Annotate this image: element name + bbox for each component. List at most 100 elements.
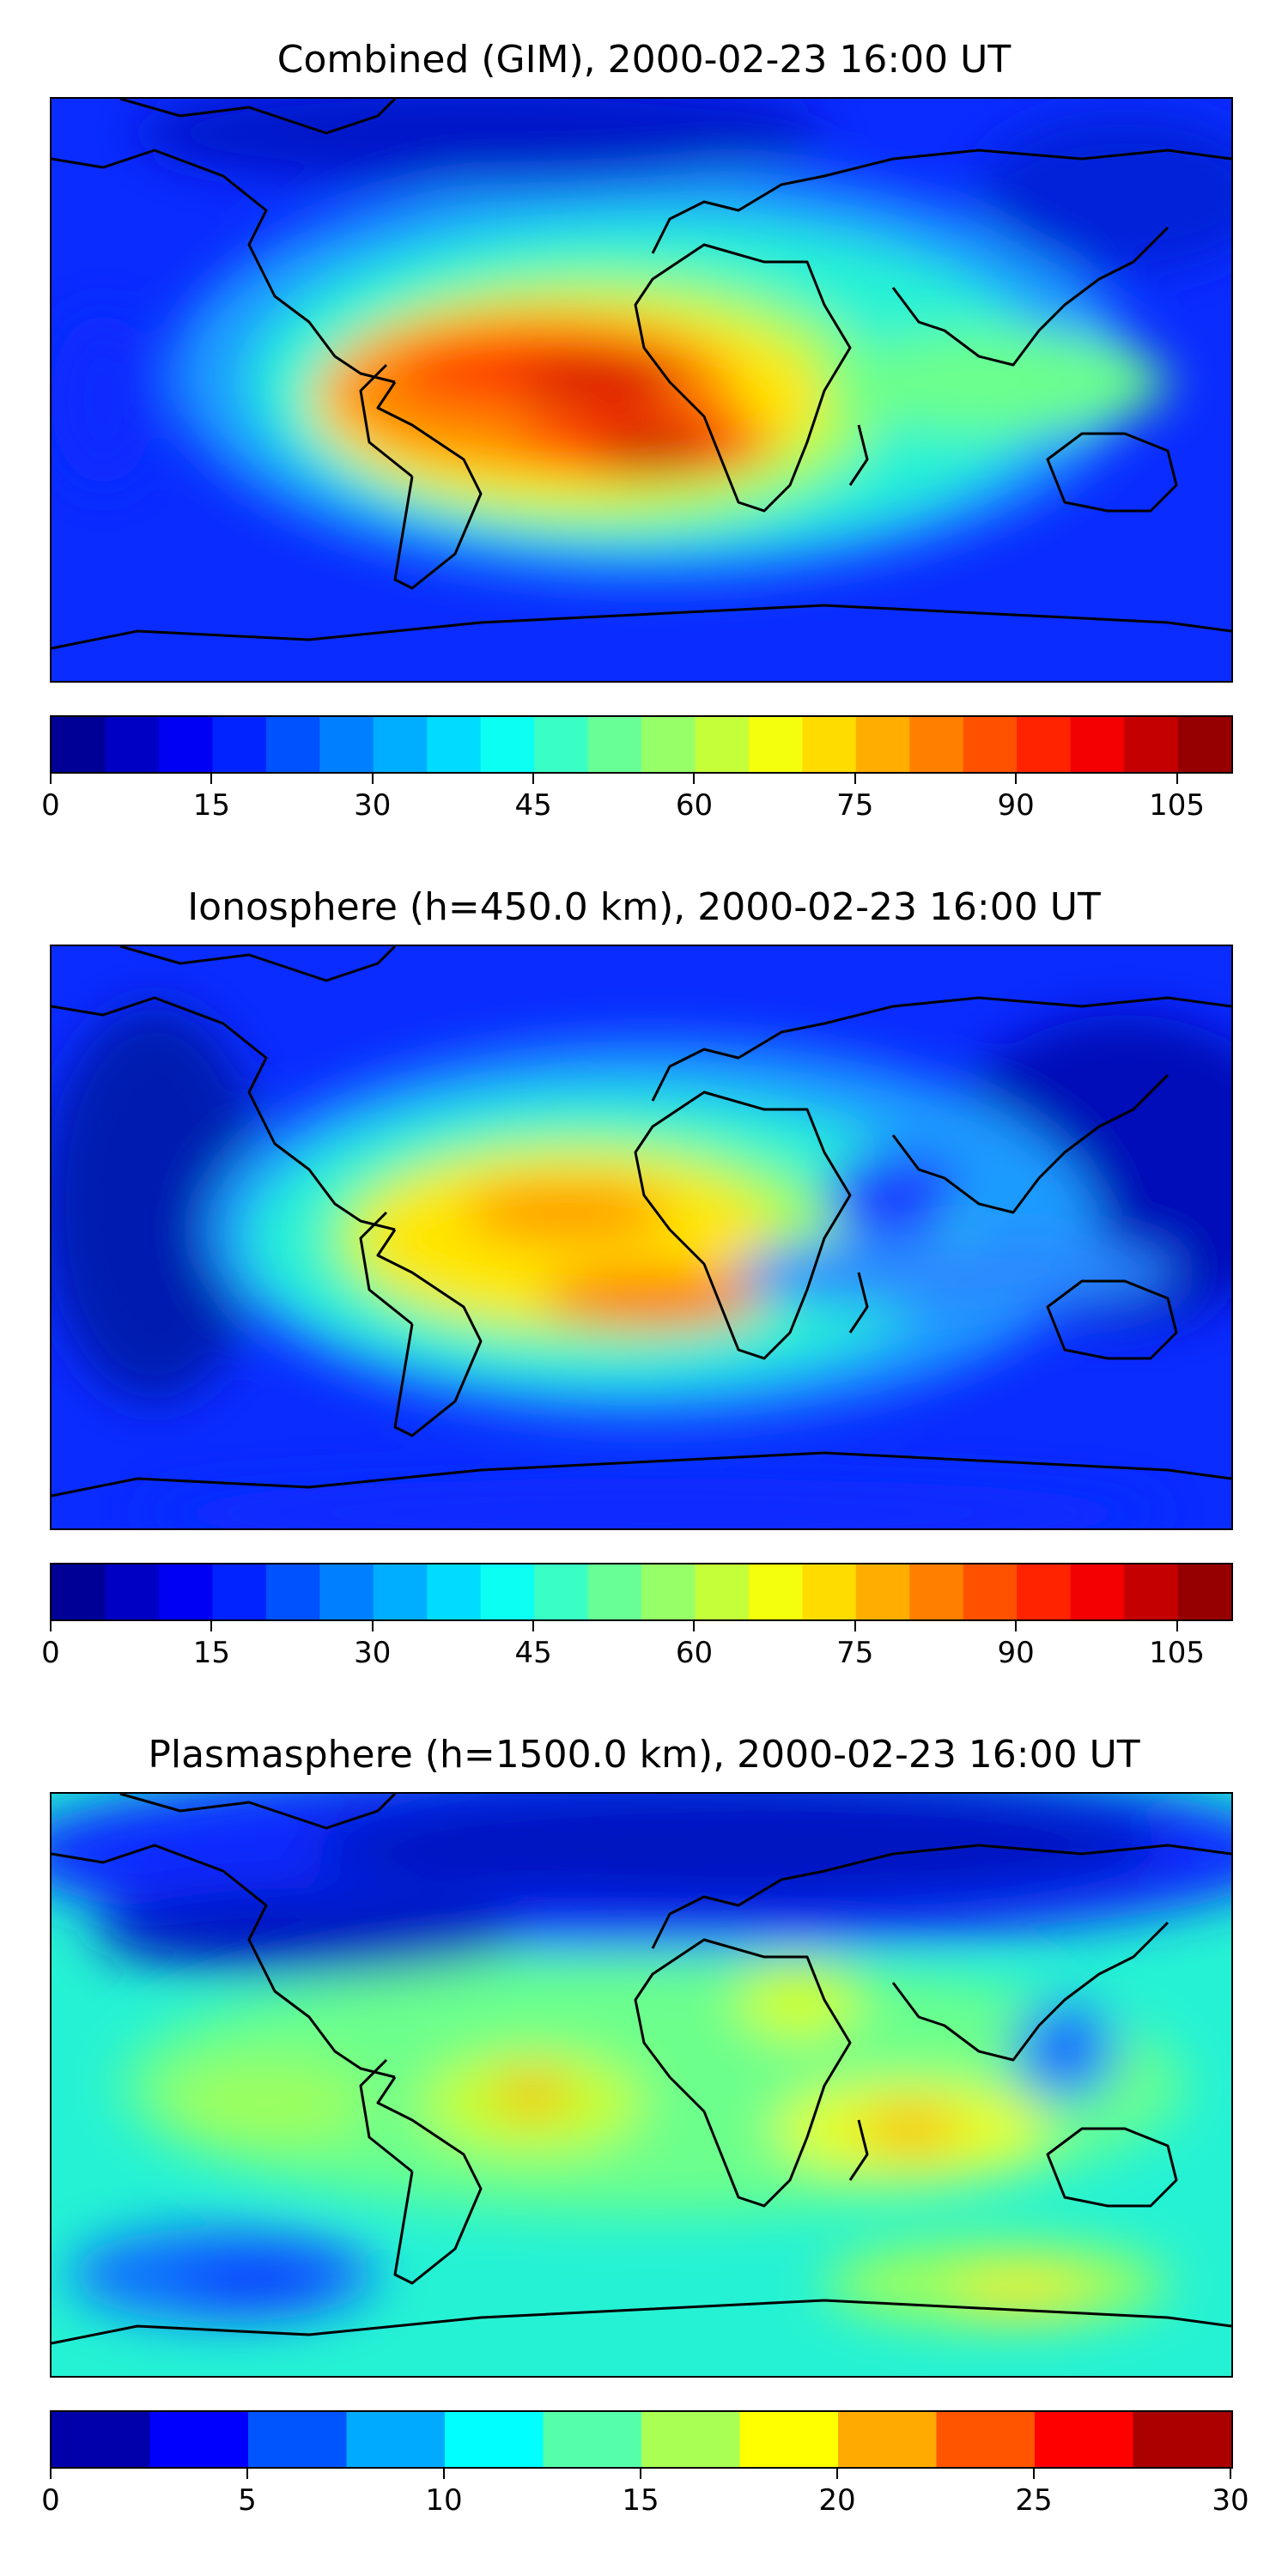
colorbar-level [480, 1564, 535, 1619]
colorbar-tick [1033, 2467, 1035, 2479]
colorbar-level [543, 2412, 642, 2467]
colorbar-tick [693, 772, 696, 784]
colorbar-level [1017, 717, 1072, 772]
colorbar-level [695, 1564, 750, 1619]
colorbar-tick [371, 1619, 374, 1631]
colorbar-level [1017, 1564, 1072, 1619]
colorbar-tick-label: 60 [675, 788, 714, 823]
colorbar-tick [1015, 772, 1018, 784]
colorbar-level [427, 1564, 482, 1619]
colorbar-tick-label: 105 [1149, 1636, 1205, 1670]
colorbar-level [909, 717, 964, 772]
colorbar-gradient-plasmasphere [52, 2412, 1231, 2467]
colorbar-tick-label: 90 [997, 788, 1035, 823]
colorbar-ticks-ionosphere: 0 15 30 45 60 75 90 105 [41, 1619, 1233, 1669]
colorbar-level [212, 717, 267, 772]
colorbar-tick-label: 15 [192, 788, 230, 823]
colorbar-tick-label: 20 [818, 2483, 856, 2518]
colorbar-level [265, 1564, 320, 1619]
colorbar-tick [210, 772, 213, 784]
colorbar-tick-label: 0 [41, 1636, 60, 1670]
colorbar-level [480, 717, 535, 772]
colorbar-level [855, 717, 910, 772]
colorbar-tick [1176, 772, 1178, 784]
colorbar-level [963, 717, 1018, 772]
colorbar-tick [1015, 1619, 1018, 1631]
colorbar-level [1133, 2412, 1231, 2467]
colorbar-plasmasphere [50, 2410, 1233, 2469]
colorbar-level [909, 1564, 964, 1619]
colorbar-tick-label: 105 [1149, 788, 1205, 823]
colorbar-level [52, 2412, 151, 2467]
colorbar-tick [50, 2467, 52, 2479]
colorbar-level [587, 1564, 642, 1619]
colorbar-tick-label: 15 [622, 2483, 659, 2518]
colorbar-tick [1176, 1619, 1178, 1631]
colorbar-level [963, 1564, 1018, 1619]
colorbar-tick [50, 772, 52, 784]
colorbar-level [373, 717, 428, 772]
colorbar-level [1070, 1564, 1125, 1619]
panel-title-plasmasphere: Plasmasphere (h=1500.0 km), 2000-02-23 1… [148, 1733, 1140, 1777]
colorbar-level [739, 2412, 839, 2467]
colorbar-tick [1230, 2467, 1231, 2479]
colorbar-level [838, 2412, 938, 2467]
colorbar-level [802, 1564, 857, 1619]
colorbar-tick-label: 30 [354, 1636, 392, 1670]
map-plasmasphere [50, 1792, 1233, 2378]
colorbar-level [1035, 2412, 1134, 2467]
colorbar-ticks-plasmasphere: 0 5 10 15 20 25 30 [41, 2467, 1249, 2517]
colorbar-level [265, 717, 320, 772]
colorbar-tick-label: 15 [192, 1636, 230, 1670]
colorbar-level [1124, 1564, 1179, 1619]
colorbar-level [346, 2412, 446, 2467]
colorbar-level [1177, 1564, 1231, 1619]
colorbar-tick-label: 30 [1212, 2483, 1249, 2518]
colorbar-tick [836, 2467, 838, 2479]
colorbar-level [149, 2412, 249, 2467]
colorbar-level [748, 717, 803, 772]
colorbar-tick [693, 1619, 696, 1631]
colorbar-level [695, 717, 750, 772]
map-combined [50, 97, 1233, 683]
colorbar-level [641, 717, 696, 772]
colorbar-level [802, 717, 857, 772]
colorbar-ionosphere [50, 1563, 1233, 1621]
colorbar-level [534, 717, 589, 772]
colorbar-tick-label: 45 [514, 1636, 552, 1670]
colorbar-ticks-combined: 0 15 30 45 60 75 90 105 [41, 772, 1233, 822]
colorbar-level [748, 1564, 803, 1619]
colorbar-level [52, 717, 106, 772]
colorbar-level [1124, 717, 1179, 772]
colorbar-level [158, 1564, 213, 1619]
colorbar-level [212, 1564, 267, 1619]
colorbar-tick [854, 1619, 856, 1631]
colorbar-level [587, 717, 642, 772]
colorbar-tick-label: 30 [354, 788, 392, 823]
colorbar-tick-label: 60 [675, 1636, 714, 1670]
panel-title-combined: Combined (GIM), 2000-02-23 16:00 UT [276, 38, 1012, 82]
colorbar-gradient-combined [52, 717, 1231, 772]
colorbar-tick-label: 0 [41, 2483, 60, 2518]
colorbar-level [1177, 717, 1231, 772]
colorbar-level [534, 1564, 589, 1619]
colorbar-tick [210, 1619, 213, 1631]
colorbar-level [319, 717, 374, 772]
colorbar-level [936, 2412, 1036, 2467]
colorbar-level [158, 717, 213, 772]
colorbar-tick-label: 75 [836, 1636, 874, 1670]
colorbar-level [248, 2412, 348, 2467]
colorbar-tick [640, 2467, 641, 2479]
colorbar-level [427, 717, 482, 772]
colorbar-tick [532, 772, 535, 784]
colorbar-tick [443, 2467, 445, 2479]
colorbar-tick-label: 0 [41, 788, 60, 823]
colorbar-level [1070, 717, 1125, 772]
colorbar-level [319, 1564, 374, 1619]
colorbar-level [641, 2412, 741, 2467]
colorbar-tick [532, 1619, 535, 1631]
colorbar-gradient-ionosphere [52, 1564, 1231, 1619]
colorbar-level [105, 717, 160, 772]
map-ionosphere [50, 945, 1233, 1530]
colorbar-tick [371, 772, 374, 784]
